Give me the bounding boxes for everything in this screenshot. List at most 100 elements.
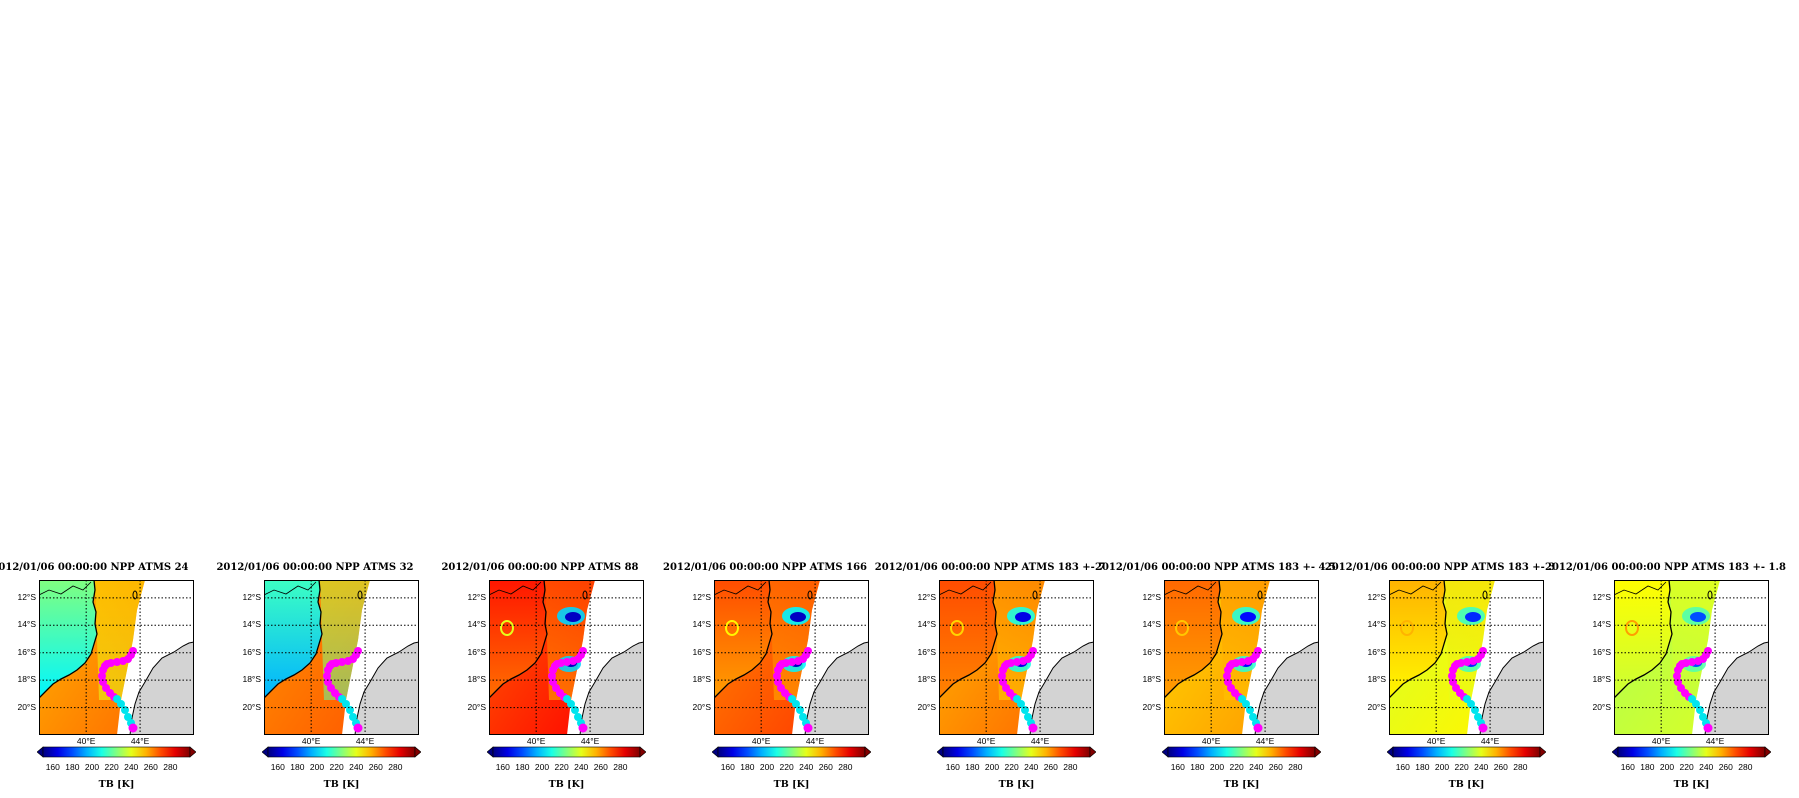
colorbar-tick-label: 180 xyxy=(290,762,305,772)
track-point xyxy=(774,678,782,686)
colorbar-tick-label: 240 xyxy=(799,762,814,772)
colorbar-tick-label: 280 xyxy=(613,762,628,772)
colorbar-tick-label: 260 xyxy=(1718,762,1733,772)
cloud-ring xyxy=(500,620,514,636)
lon-tick-label: 40°E xyxy=(301,736,321,746)
lat-tick-label: 16°S xyxy=(917,646,936,657)
track-point xyxy=(557,659,565,667)
colorbar-tick-label: 160 xyxy=(270,762,285,772)
track-point xyxy=(1474,713,1482,721)
coastline xyxy=(939,580,998,699)
land-mask xyxy=(579,641,644,735)
track-point xyxy=(1449,678,1457,686)
lat-tick-label: 12°S xyxy=(1367,591,1386,602)
lat-tick-label: 18°S xyxy=(1367,674,1386,685)
lon-tick-label: 40°E xyxy=(976,736,996,746)
track-point xyxy=(1448,672,1456,680)
island xyxy=(132,590,138,600)
track-point xyxy=(567,700,575,708)
track-point xyxy=(117,700,125,708)
island xyxy=(1482,590,1488,600)
lon-tick-label: 44°E xyxy=(1030,736,1050,746)
lat-tick-label: 16°S xyxy=(467,646,486,657)
cloud-core xyxy=(1240,612,1256,622)
colorbar-tick-label: 240 xyxy=(574,762,589,772)
chart-panel: 2012/01/06 00:00:00 NPP ATMS 166 12°S 14°S… xyxy=(663,562,900,798)
colorbar-tick-label: 180 xyxy=(1190,762,1205,772)
track-point xyxy=(803,723,813,733)
coastline xyxy=(1389,580,1448,699)
track-point xyxy=(1449,666,1457,674)
colorbar-tick-label: 280 xyxy=(1513,762,1528,772)
chart-panel: 2012/01/06 00:00:00 NPP ATMS 88 12°S 14°S 1… xyxy=(441,562,675,798)
chart-panel: 2012/01/06 00:00:00 NPP ATMS 32 12°S 14°S 1… xyxy=(216,562,450,798)
colorbar xyxy=(262,746,421,758)
lon-tick-label: 40°E xyxy=(1426,736,1446,746)
colorbar-tick-label: 200 xyxy=(1659,762,1675,772)
lat-tick-label: 20°S xyxy=(1142,701,1161,712)
cloud-ring xyxy=(725,620,739,636)
colorbar-tick-label: 260 xyxy=(368,762,383,772)
lat-tick-label: 20°S xyxy=(1592,701,1611,712)
map-frame xyxy=(264,580,419,735)
island xyxy=(1032,590,1038,600)
lat-tick-label: 12°S xyxy=(17,591,36,602)
map-plot xyxy=(939,580,1094,735)
lon-tick-label: 44°E xyxy=(130,736,150,746)
lon-tick-label: 44°E xyxy=(1480,736,1500,746)
track-point xyxy=(1463,658,1471,666)
land-mask xyxy=(804,641,869,735)
coastline xyxy=(1614,580,1673,699)
cloud-ring xyxy=(1625,620,1639,636)
colorbar-tick-label: 160 xyxy=(1170,762,1185,772)
chart-title: 2012/01/06 00:00:00 NPP ATMS 183 +- 7 xyxy=(874,562,1106,573)
land-field xyxy=(39,580,97,698)
island xyxy=(357,590,363,600)
land-mask xyxy=(354,641,419,735)
track-point xyxy=(1692,700,1700,708)
map-plot xyxy=(39,580,194,735)
chart-panel: 2012/01/06 00:00:00 NPP ATMS 183 +- 7 12°… xyxy=(875,562,1125,798)
lat-tick-label: 14°S xyxy=(467,619,486,630)
track-point xyxy=(804,647,812,655)
colorbar-tick-label: 200 xyxy=(84,762,100,772)
colorbar-min-extend xyxy=(262,746,269,758)
cloud-core xyxy=(1465,612,1481,622)
lon-tick-label: 40°E xyxy=(751,736,771,746)
colorbar-max-extend xyxy=(639,746,646,758)
land-field xyxy=(1389,580,1447,698)
track-point xyxy=(773,672,781,680)
lat-tick-label: 14°S xyxy=(1367,619,1386,630)
colorbar-tick-label: 220 xyxy=(554,762,569,772)
lat-tick-label: 18°S xyxy=(1142,674,1161,685)
map-plot xyxy=(1389,580,1544,735)
land-field xyxy=(1614,580,1672,698)
lat-tick-label: 14°S xyxy=(17,619,36,630)
lat-tick-label: 16°S xyxy=(17,646,36,657)
colorbar-tick-label: 220 xyxy=(779,762,794,772)
track-point xyxy=(548,672,556,680)
track-point xyxy=(1673,672,1681,680)
colorbar-tick-label: 160 xyxy=(720,762,735,772)
colorbar-label: TB [K] xyxy=(1223,779,1260,790)
colorbar-tick-label: 180 xyxy=(740,762,755,772)
colorbar-tick-label: 180 xyxy=(65,762,80,772)
map-frame xyxy=(1389,580,1544,735)
chart-title: 2012/01/06 00:00:00 NPP ATMS 183 +- 1.8 xyxy=(1545,562,1786,573)
land-field xyxy=(264,580,322,698)
coastline xyxy=(1164,580,1223,699)
track-point xyxy=(1704,647,1712,655)
track-point xyxy=(1224,678,1232,686)
colorbar-tick-label: 240 xyxy=(1474,762,1489,772)
track-point xyxy=(353,723,363,733)
colorbar-tick-label: 200 xyxy=(1434,762,1450,772)
lat-tick-label: 14°S xyxy=(1142,619,1161,630)
track-point xyxy=(1238,658,1246,666)
lon-tick-label: 40°E xyxy=(526,736,546,746)
lon-tick-label: 44°E xyxy=(580,736,600,746)
colorbar-tick-label: 240 xyxy=(1249,762,1264,772)
land-mask xyxy=(1479,641,1544,735)
colorbar-tick-label: 260 xyxy=(1043,762,1058,772)
colorbar-tick-label: 260 xyxy=(818,762,833,772)
colorbar-tick-label: 240 xyxy=(1024,762,1039,772)
